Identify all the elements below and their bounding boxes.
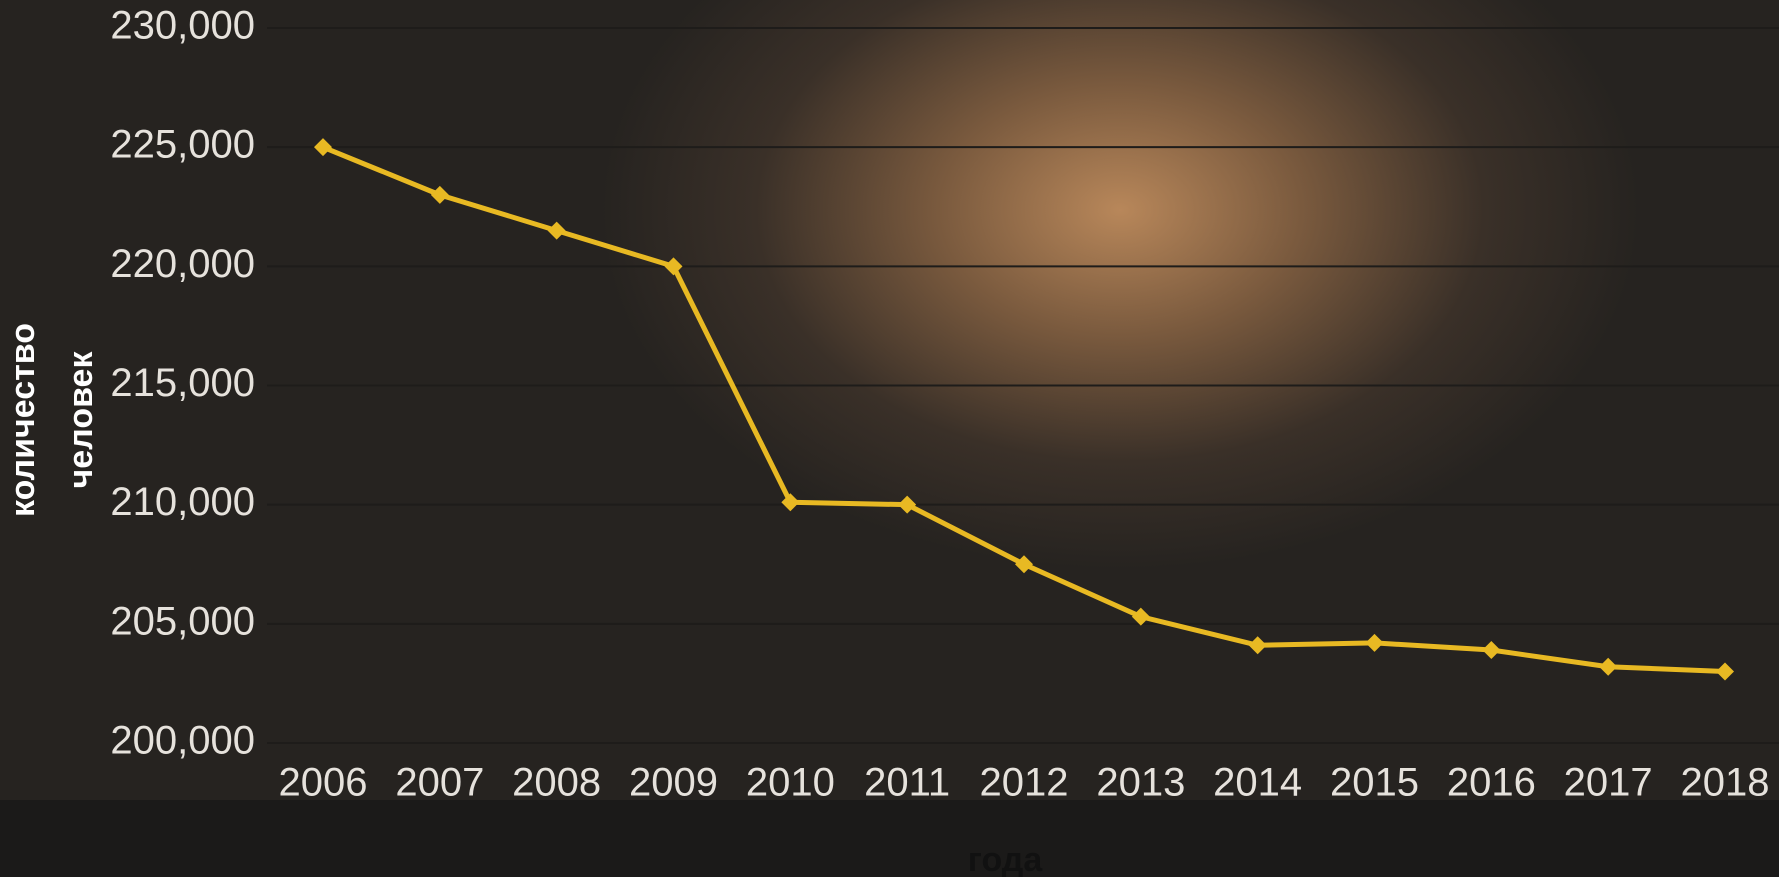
marker [898, 496, 916, 514]
marker [1015, 555, 1033, 573]
y-tick-label: 200,000 [110, 719, 255, 763]
y-tick-label: 205,000 [110, 599, 255, 643]
x-tick-label: 2006 [279, 761, 368, 805]
y-tick-label: 220,000 [110, 242, 255, 286]
marker [1599, 658, 1617, 676]
y-tick-label: 225,000 [110, 123, 255, 167]
marker [1716, 663, 1734, 681]
marker [548, 222, 566, 240]
y-tick-label: 210,000 [110, 480, 255, 524]
plot: 200,000 205,000 210,000 215,000 220,000 225,0… [0, 0, 1779, 877]
marker [665, 257, 683, 275]
x-tick-label: 2012 [980, 761, 1069, 805]
x-tick-label: 2016 [1447, 761, 1536, 805]
x-tick-label: 2009 [629, 761, 718, 805]
x-tick-label: 2010 [746, 761, 835, 805]
marker [781, 493, 799, 511]
x-tick-label: 2007 [395, 761, 484, 805]
x-tick-label: 2008 [512, 761, 601, 805]
x-tick-label: 2015 [1330, 761, 1419, 805]
y-tick-label: 230,000 [110, 4, 255, 48]
y-tick-label: 215,000 [110, 361, 255, 405]
marker [431, 186, 449, 204]
x-tick-label: 2011 [864, 761, 950, 805]
marker [314, 138, 332, 156]
marker [1482, 641, 1500, 659]
chart: 200,000 205,000 210,000 215,000 220,000 225,0… [0, 0, 1779, 877]
line [323, 147, 1725, 671]
marker [1249, 636, 1267, 654]
x-tick-label: 2017 [1564, 761, 1653, 805]
skyline [0, 800, 1779, 877]
x-tick-label: 2014 [1213, 761, 1302, 805]
y-axis-title: количество человек [0, 270, 110, 570]
x-tick-label: 2013 [1096, 761, 1185, 805]
x-axis-title: года [968, 841, 1044, 877]
x-tick-label: 2018 [1681, 761, 1770, 805]
marker [1366, 634, 1384, 652]
